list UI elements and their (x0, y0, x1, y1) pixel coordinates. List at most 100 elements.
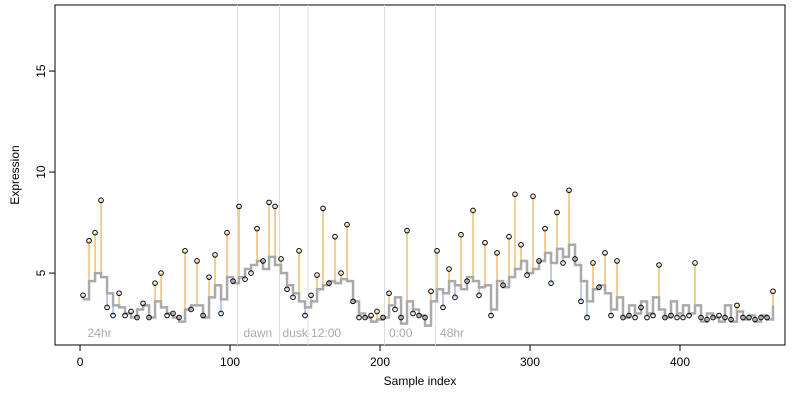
point (320, 205, 326, 212)
point (656, 262, 662, 268)
point (416, 312, 422, 319)
point (614, 258, 620, 264)
point (296, 248, 302, 254)
point (716, 312, 722, 319)
point (152, 280, 158, 286)
point (356, 314, 362, 321)
point (770, 288, 776, 295)
fitted-line (83, 243, 775, 327)
point (266, 199, 272, 206)
point (236, 203, 242, 210)
point (140, 300, 146, 307)
point (524, 272, 530, 278)
y-tick-label: 15 (34, 64, 48, 78)
annotation: 0:00 (389, 326, 413, 340)
point (662, 314, 668, 321)
x-tick-label: 200 (370, 355, 390, 369)
point (638, 304, 644, 311)
point (428, 288, 434, 295)
point (410, 310, 416, 317)
point (86, 237, 92, 244)
x-axis-label: Sample index (384, 374, 457, 388)
point (104, 304, 110, 311)
point (194, 258, 200, 264)
point (650, 312, 656, 319)
point (446, 266, 452, 272)
point (644, 314, 650, 321)
point (452, 294, 458, 301)
x-tick-label: 100 (220, 355, 240, 369)
point (116, 290, 122, 297)
point (422, 314, 428, 321)
point (674, 314, 680, 321)
point (278, 256, 284, 262)
point (182, 248, 188, 254)
point (542, 225, 548, 232)
point (392, 306, 398, 313)
point (686, 312, 692, 319)
y-axis-label: Expression (8, 145, 22, 204)
point (398, 314, 404, 321)
point (272, 203, 278, 210)
x-tick-label: 0 (77, 355, 84, 369)
point (134, 314, 140, 321)
point (350, 298, 356, 305)
point (434, 248, 440, 254)
point (566, 187, 572, 194)
point (260, 258, 266, 264)
y-tick-label: 10 (34, 165, 48, 179)
point (710, 314, 716, 321)
point (740, 314, 746, 321)
point (494, 250, 500, 256)
point (692, 260, 698, 266)
point (98, 197, 104, 204)
point (248, 270, 254, 276)
point (764, 314, 770, 321)
annotation: 48hr (440, 326, 464, 340)
point (596, 284, 602, 291)
point (668, 312, 674, 319)
point (536, 258, 542, 264)
point (440, 304, 446, 311)
point (254, 225, 260, 232)
point (626, 312, 632, 319)
annotation: 24hr (88, 326, 112, 340)
point (206, 274, 212, 280)
point (590, 260, 596, 266)
point (500, 282, 506, 289)
x-tick-label: 400 (670, 355, 690, 369)
point (464, 278, 470, 284)
point (728, 316, 734, 323)
point (170, 310, 176, 317)
point (374, 308, 380, 315)
point (752, 316, 758, 323)
point (290, 294, 296, 301)
point (368, 312, 374, 319)
point (722, 314, 728, 321)
point (734, 302, 740, 309)
plot-frame (54, 4, 786, 346)
point (584, 314, 590, 321)
point (176, 314, 182, 321)
point (218, 310, 224, 317)
annotation: dusk (283, 326, 309, 340)
point (482, 239, 488, 246)
point (632, 314, 638, 321)
point (128, 308, 134, 315)
x-tick-label: 300 (520, 355, 540, 369)
point (506, 233, 512, 240)
point (572, 256, 578, 262)
point (146, 314, 152, 321)
point (308, 292, 314, 299)
point (230, 278, 236, 284)
point (578, 298, 584, 305)
point (518, 241, 524, 248)
point (362, 314, 368, 321)
point (284, 286, 290, 293)
point (512, 191, 518, 198)
point (326, 280, 332, 286)
point (386, 290, 392, 297)
point (332, 233, 338, 240)
point (488, 312, 494, 319)
annotation: dawn (244, 326, 273, 340)
